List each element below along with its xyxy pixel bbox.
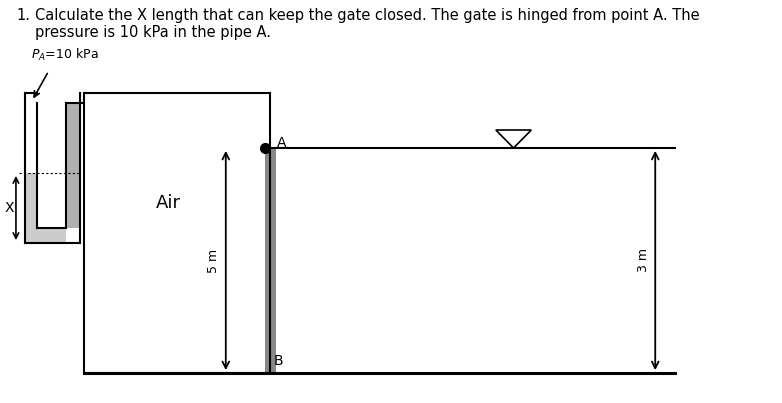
Text: 5 m: 5 m <box>207 248 221 272</box>
Text: pressure is 10 kPa in the pipe A.: pressure is 10 kPa in the pipe A. <box>35 25 271 40</box>
Text: Air: Air <box>156 194 181 212</box>
Bar <box>265 148 276 373</box>
Polygon shape <box>66 103 79 228</box>
Text: 1.: 1. <box>16 8 30 23</box>
Polygon shape <box>26 173 36 242</box>
Text: A: A <box>277 136 287 150</box>
Text: $P_A$=10 kPa: $P_A$=10 kPa <box>31 47 99 63</box>
Text: Calculate the X length that can keep the gate closed. The gate is hinged from po: Calculate the X length that can keep the… <box>35 8 700 23</box>
Polygon shape <box>26 228 79 244</box>
Polygon shape <box>496 130 531 148</box>
Text: B: B <box>274 354 283 368</box>
Text: X: X <box>5 201 14 215</box>
Text: 3 m: 3 m <box>637 249 650 272</box>
